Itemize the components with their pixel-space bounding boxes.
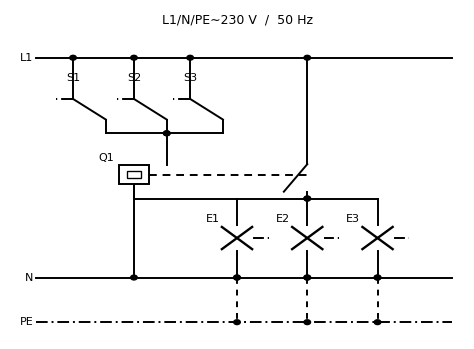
- Text: S3: S3: [183, 74, 197, 83]
- Text: S2: S2: [127, 74, 141, 83]
- Circle shape: [187, 55, 193, 60]
- Text: S1: S1: [66, 74, 80, 83]
- Bar: [127, 171, 141, 178]
- Circle shape: [234, 275, 240, 280]
- Circle shape: [304, 275, 310, 280]
- Circle shape: [374, 275, 381, 280]
- Circle shape: [131, 275, 137, 280]
- Circle shape: [304, 275, 310, 280]
- Text: N: N: [25, 273, 33, 283]
- Bar: [118, 165, 149, 184]
- Text: E3: E3: [346, 214, 360, 223]
- Text: PE: PE: [19, 317, 33, 327]
- Circle shape: [304, 196, 310, 201]
- Circle shape: [164, 131, 170, 136]
- Text: Q1: Q1: [98, 153, 114, 163]
- Circle shape: [234, 275, 240, 280]
- Circle shape: [304, 55, 310, 60]
- Circle shape: [131, 55, 137, 60]
- Circle shape: [234, 320, 240, 325]
- Circle shape: [374, 275, 381, 280]
- Circle shape: [304, 196, 310, 201]
- Circle shape: [304, 320, 310, 325]
- Text: L1/N/PE∼230 V  /  50 Hz: L1/N/PE∼230 V / 50 Hz: [162, 14, 312, 27]
- Text: L1: L1: [20, 53, 33, 63]
- Circle shape: [70, 55, 76, 60]
- Text: E1: E1: [206, 214, 219, 223]
- Circle shape: [374, 320, 381, 325]
- Circle shape: [164, 131, 170, 136]
- Text: E2: E2: [276, 214, 290, 223]
